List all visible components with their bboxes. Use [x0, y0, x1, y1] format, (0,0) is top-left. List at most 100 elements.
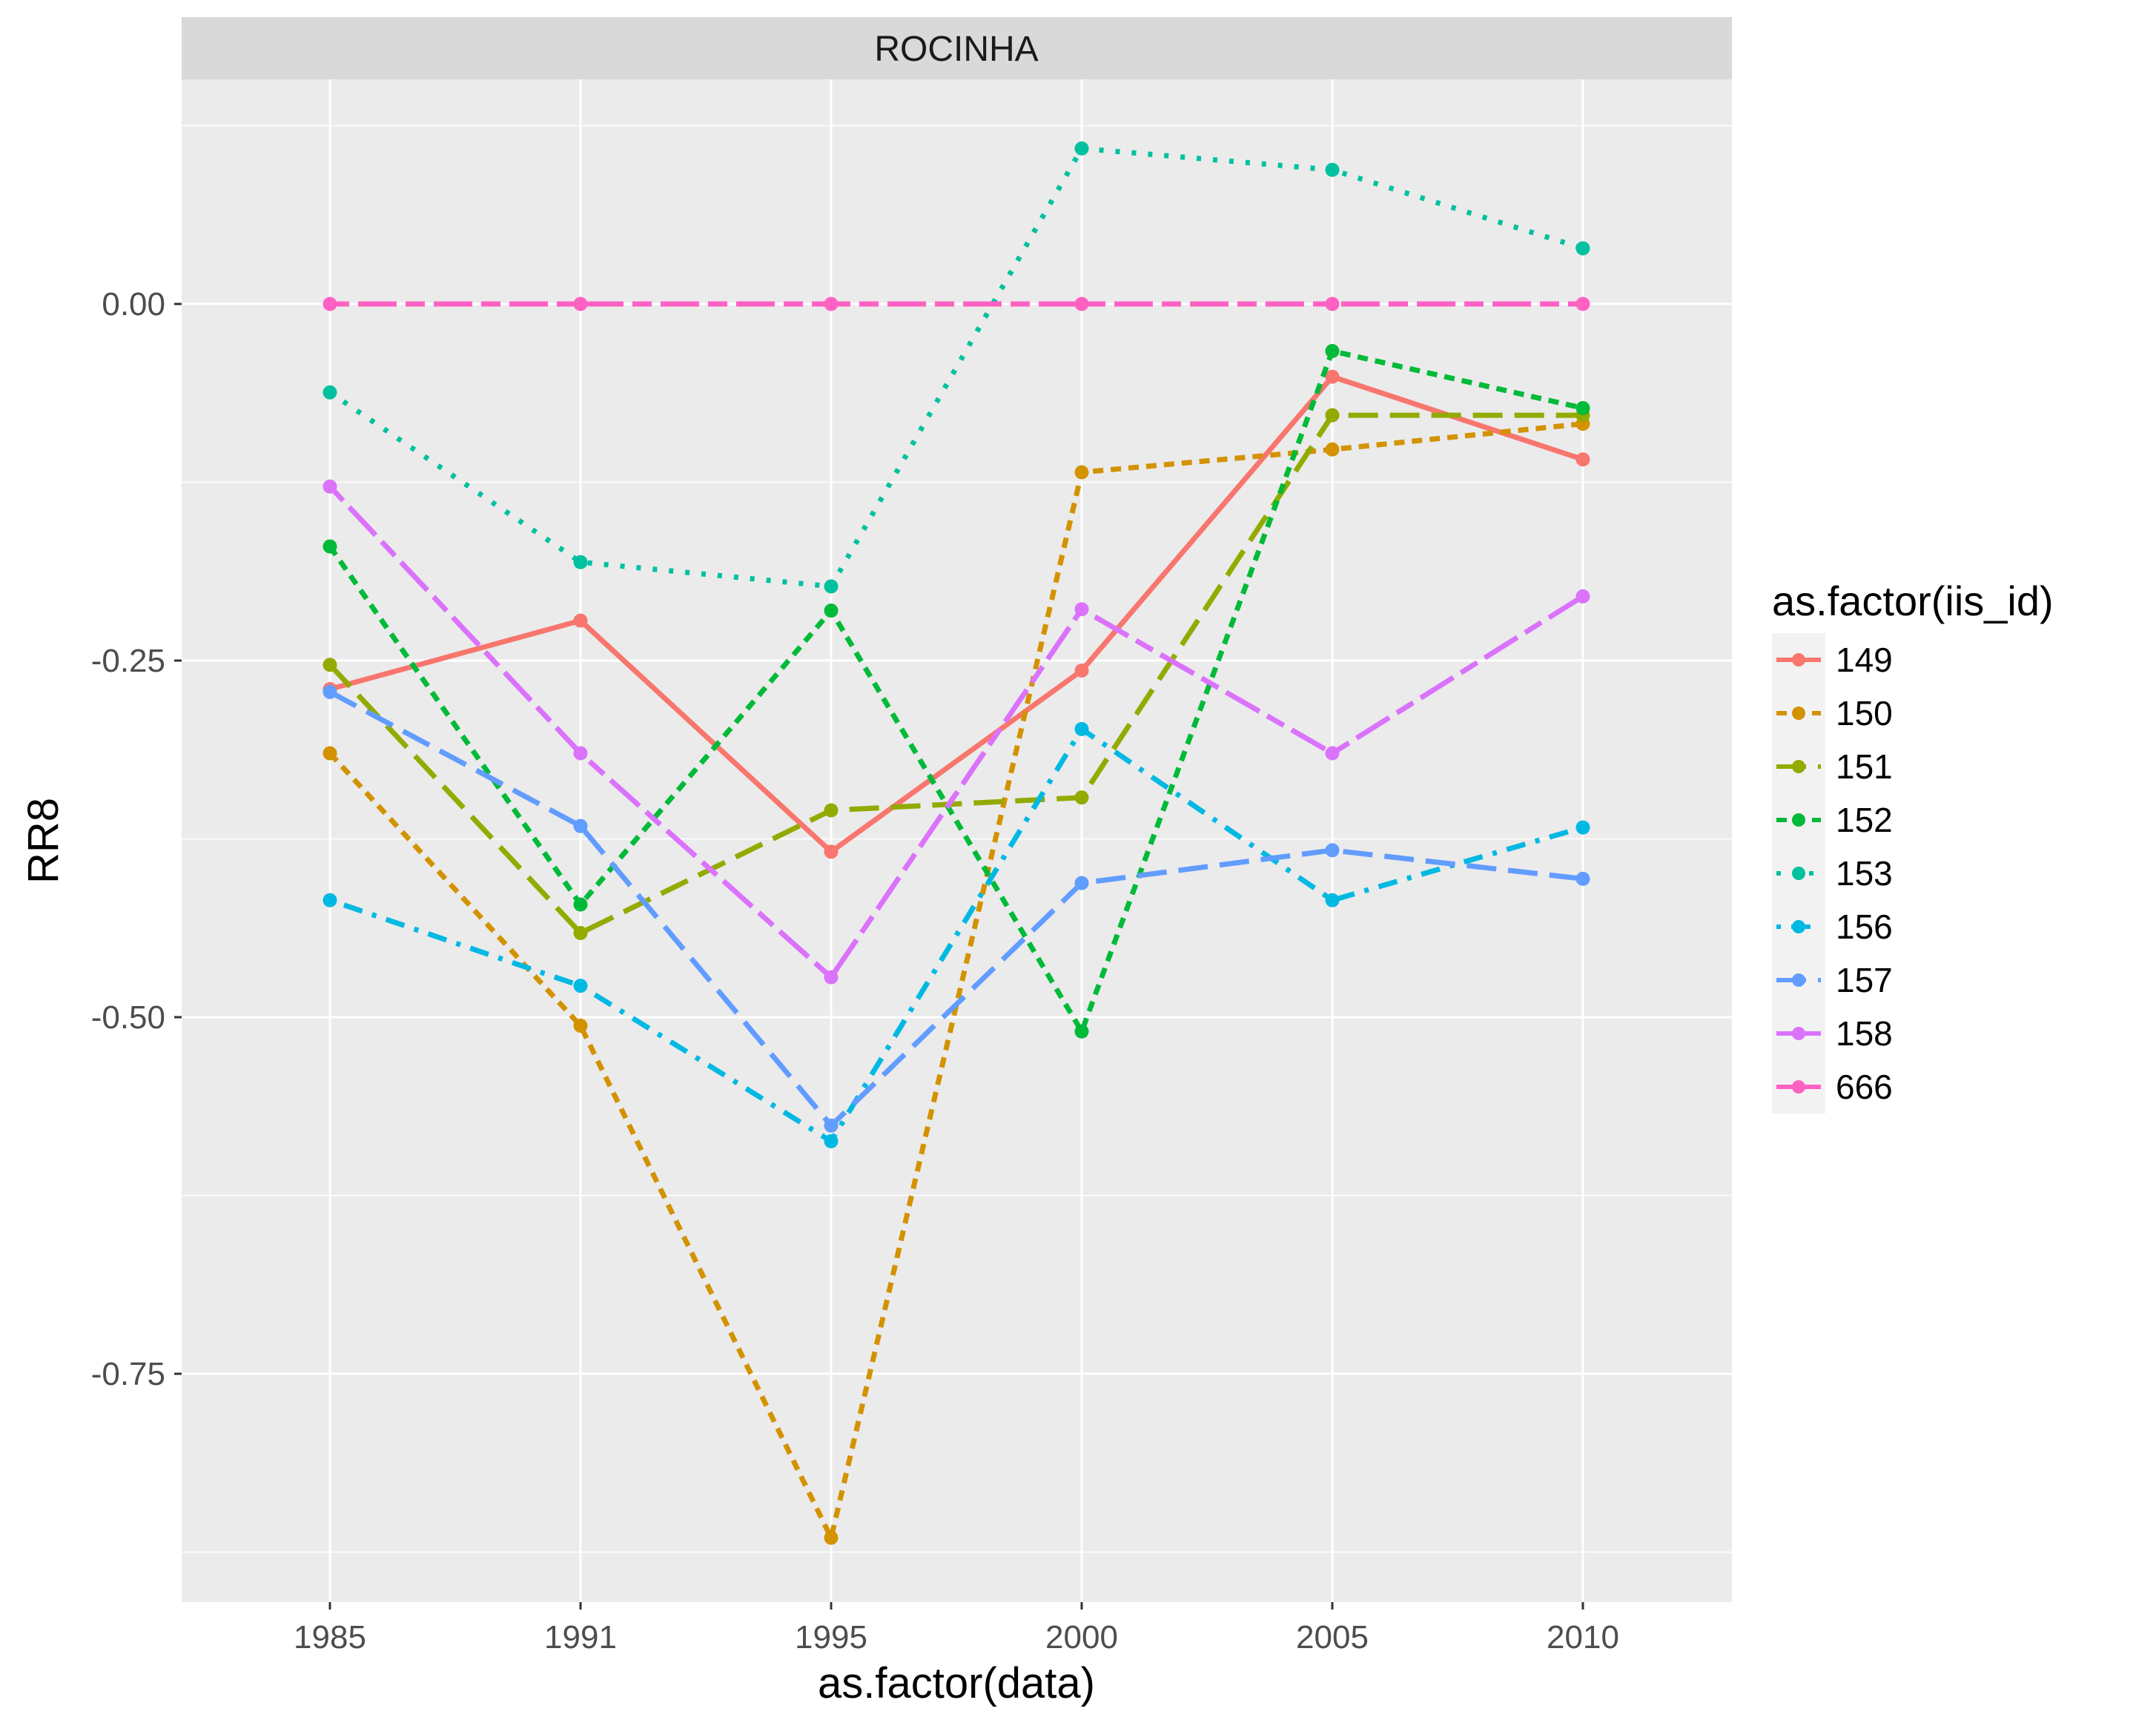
series-line	[329, 374, 1584, 855]
data-point	[1575, 400, 1590, 415]
data-point	[323, 893, 337, 907]
legend-item-151: 151	[1772, 740, 1893, 793]
data-point	[824, 579, 839, 594]
data-point	[573, 979, 588, 993]
series-line	[328, 689, 1584, 1128]
series-152	[323, 343, 1590, 1039]
legend-label: 149	[1836, 641, 1893, 679]
data-point	[1074, 602, 1089, 617]
data-point	[1325, 369, 1340, 384]
legend-key-point	[1792, 1080, 1805, 1094]
data-point	[824, 1134, 839, 1148]
legend-label: 152	[1836, 801, 1893, 839]
data-point	[323, 539, 337, 554]
x-tick-label: 2000	[1045, 1619, 1118, 1656]
legend-key-point	[1792, 707, 1805, 720]
data-point	[824, 297, 839, 311]
data-point	[573, 1019, 588, 1033]
legend-item-156: 156	[1772, 900, 1893, 953]
grid-minor	[182, 125, 1732, 1553]
plot-panel	[182, 79, 1732, 1602]
data-point	[573, 925, 588, 940]
data-point	[1575, 241, 1590, 256]
legend-title: as.factor(iis_id)	[1772, 578, 2054, 624]
y-axis-title: RR8	[19, 798, 67, 884]
data-point	[1575, 452, 1590, 467]
legend-label: 153	[1836, 854, 1893, 893]
data-point	[323, 297, 337, 311]
data-point	[824, 970, 839, 985]
x-tick-label: 1995	[795, 1619, 867, 1656]
y-tick-label: -0.75	[91, 1356, 165, 1392]
facet-strip-label: ROCINHA	[874, 30, 1038, 69]
data-point	[824, 603, 839, 618]
data-point	[824, 844, 839, 859]
series-line	[328, 421, 1584, 1541]
x-axis-title: as.factor(data)	[818, 1659, 1095, 1707]
data-point	[323, 684, 337, 699]
y-axis: 0.00 -0.25 -0.50 -0.75	[91, 286, 182, 1392]
x-axis: 1985 1991 1995 2000 2005 2010	[294, 1602, 1619, 1656]
data-point	[1575, 589, 1590, 603]
legend-key-point	[1792, 867, 1805, 880]
data-point	[1074, 297, 1089, 311]
data-point	[573, 613, 588, 628]
data-point	[824, 1530, 839, 1545]
data-point	[573, 555, 588, 569]
data-point	[323, 746, 337, 761]
x-tick-label: 1985	[294, 1619, 366, 1656]
series-line	[328, 348, 1584, 1034]
legend-item-153: 153	[1772, 847, 1893, 900]
series-666	[323, 297, 1590, 311]
series-line	[328, 484, 1584, 980]
data-point	[1575, 871, 1590, 886]
legend-label: 157	[1836, 961, 1893, 999]
data-point	[1325, 893, 1340, 907]
facet-strip	[182, 17, 1732, 79]
legend-label: 151	[1836, 747, 1893, 786]
legend-label: 150	[1836, 694, 1893, 732]
series-151	[323, 408, 1590, 940]
x-tick-label: 1991	[544, 1619, 617, 1656]
series-158	[323, 479, 1590, 985]
data-point	[1325, 343, 1340, 358]
legend-item-152: 152	[1772, 793, 1893, 847]
series-157	[323, 684, 1590, 1133]
data-point	[1575, 297, 1590, 311]
legend-label: 158	[1836, 1014, 1893, 1053]
data-point	[824, 803, 839, 818]
data-point	[573, 297, 588, 311]
series-149	[323, 369, 1590, 859]
legend-item-158: 158	[1772, 1007, 1893, 1060]
legend-key-point	[1792, 1027, 1805, 1040]
data-point	[573, 818, 588, 833]
y-tick-label: -0.50	[91, 999, 165, 1036]
data-point	[323, 385, 337, 400]
data-point	[1074, 663, 1089, 678]
data-point	[1325, 843, 1340, 858]
data-point	[573, 897, 588, 912]
data-point	[323, 658, 337, 672]
legend-key-point	[1792, 813, 1805, 827]
legend: as.factor(iis_id) 1491501511521531561571…	[1772, 578, 2054, 1114]
series-line	[328, 726, 1584, 1144]
data-point	[1074, 721, 1089, 736]
legend-item-150: 150	[1772, 687, 1893, 740]
legend-item-149: 149	[1772, 633, 1893, 687]
series-153	[323, 141, 1590, 594]
legend-item-157: 157	[1772, 953, 1893, 1007]
legend-keys: 149 150 151 152 153 156 157 158 666	[1772, 633, 1893, 1114]
y-tick-label: -0.25	[91, 643, 165, 679]
series-layer	[323, 141, 1590, 1545]
series-line	[328, 145, 1584, 589]
data-point	[824, 1118, 839, 1133]
legend-label: 156	[1836, 907, 1893, 946]
data-point	[1325, 297, 1340, 311]
data-point	[1074, 465, 1089, 480]
legend-item-666: 666	[1772, 1060, 1893, 1114]
data-point	[1325, 442, 1340, 457]
data-point	[1325, 408, 1340, 423]
series-line	[328, 412, 1583, 936]
x-tick-label: 2005	[1296, 1619, 1369, 1656]
